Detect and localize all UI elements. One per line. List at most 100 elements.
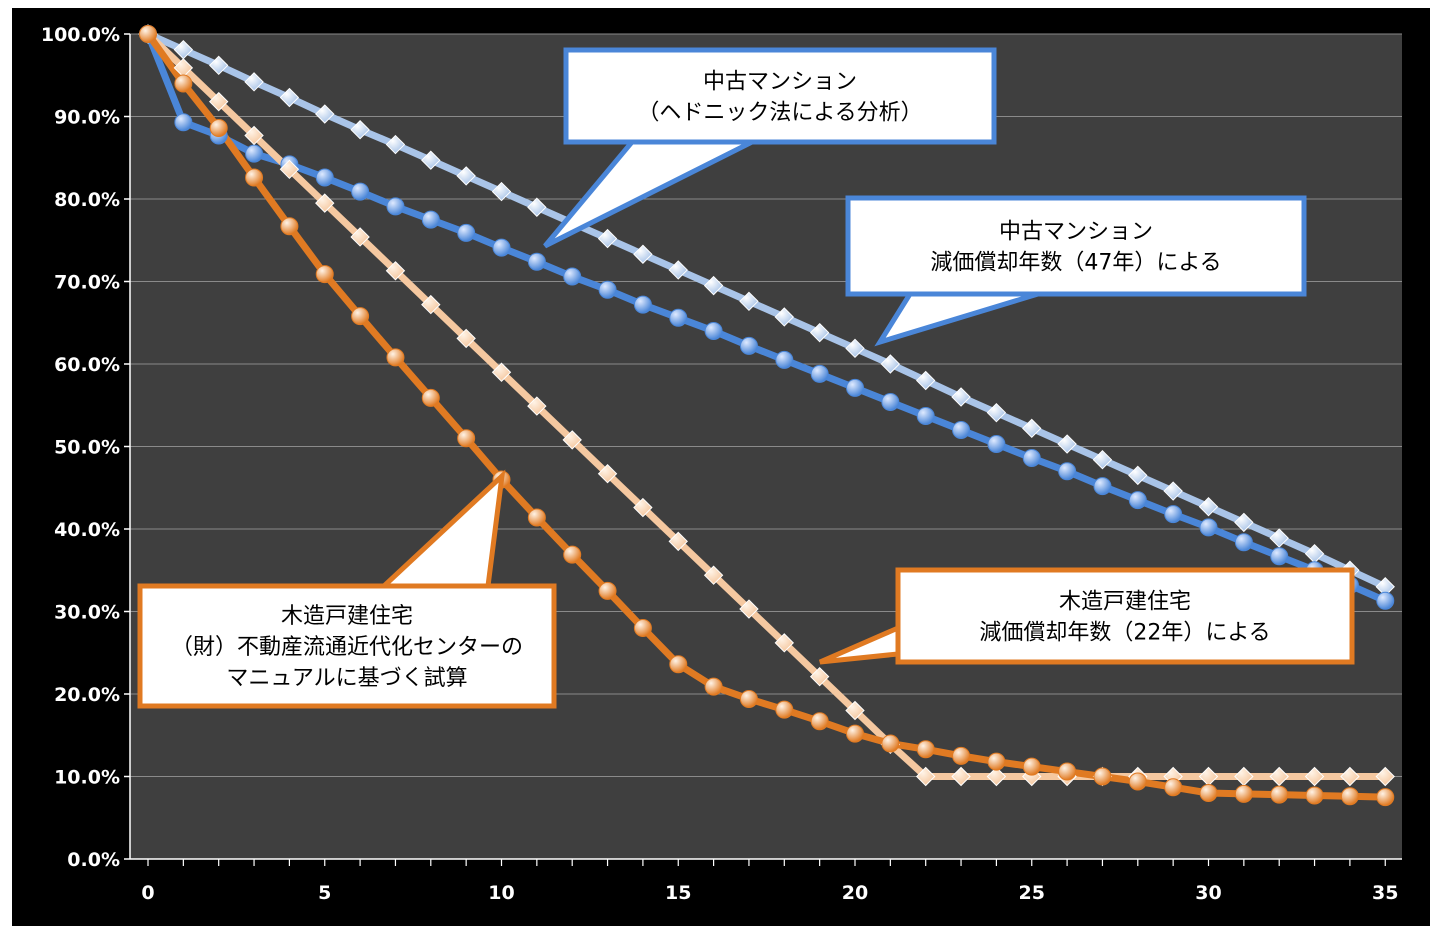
data-point-wooden_22: [845, 700, 865, 721]
data-point-mansion_47: [703, 275, 724, 296]
data-point-mansion_47: [597, 228, 618, 249]
data-point-mansion_47: [668, 260, 688, 280]
data-point-mansion_hedonic: [987, 435, 1006, 454]
data-point-wooden_manual: [139, 25, 157, 43]
data-point-wooden_22: [421, 294, 441, 315]
callout-line: 木造戸建住宅: [281, 604, 413, 629]
x-tick-label: 10: [488, 882, 514, 904]
data-point-mansion_47: [1269, 528, 1289, 548]
y-tick-label: 10.0%: [54, 767, 120, 789]
callout-line: 減価償却年数（47年）による: [930, 251, 1221, 276]
y-tick-label: 70.0%: [54, 272, 120, 294]
data-point-mansion_hedonic: [1022, 449, 1041, 468]
data-point-mansion_47: [845, 338, 865, 359]
data-point-mansion_hedonic: [492, 238, 511, 257]
data-point-wooden_22: [279, 159, 300, 180]
data-point-wooden_22: [562, 430, 582, 450]
callout-mansion_hedonic: 中古マンション （ヘドニック法による分析）: [543, 47, 997, 249]
data-point-wooden_manual: [916, 740, 935, 759]
data-point-wooden_22: [633, 497, 653, 518]
data-point-mansion_hedonic: [775, 350, 794, 369]
data-point-mansion_47: [385, 134, 406, 155]
data-point-wooden_manual: [1340, 787, 1359, 806]
y-tick-label: 100.0%: [41, 24, 120, 46]
data-point-wooden_manual: [1376, 788, 1395, 807]
data-point-mansion_hedonic: [810, 364, 829, 383]
chart-frame: 0.0% 10.0% 20.0% 30.0% 40.0% 50.0% 60.0% 70.0% 8…: [12, 8, 1430, 926]
callout-line: （ヘドニック法による分析）: [637, 101, 922, 126]
callout-line: 木造戸建住宅: [1059, 590, 1191, 615]
data-point-mansion_47: [633, 244, 653, 264]
data-point-wooden_22: [385, 261, 406, 281]
data-point-mansion_47: [1198, 497, 1219, 517]
data-point-mansion_47: [279, 87, 300, 108]
data-point-wooden_manual: [174, 74, 193, 93]
data-point-mansion_47: [880, 354, 901, 374]
data-point-mansion_hedonic: [1234, 533, 1253, 552]
callout-line: 中古マンション: [999, 220, 1153, 245]
data-point-wooden_manual: [598, 581, 617, 600]
data-point-mansion_hedonic: [739, 336, 758, 355]
data-point-mansion_47: [739, 291, 759, 312]
data-point-wooden_manual: [351, 307, 370, 326]
data-point-wooden_22: [597, 464, 618, 484]
data-point-mansion_hedonic: [174, 113, 193, 132]
data-point-wooden_22: [208, 91, 229, 112]
data-point-wooden_manual: [810, 712, 829, 731]
data-point-wooden_manual: [952, 746, 971, 765]
data-point-mansion_hedonic: [1128, 491, 1147, 510]
callout-line: マニュアルに基づく試算: [226, 666, 467, 691]
data-point-wooden_manual: [846, 724, 864, 743]
x-tick-label: 35: [1372, 882, 1398, 904]
y-tick-label: 40.0%: [54, 519, 120, 541]
data-point-wooden_manual: [457, 429, 476, 448]
x-tick-label: 5: [318, 882, 331, 904]
data-point-wooden_manual: [739, 689, 758, 708]
data-point-wooden_manual: [1199, 784, 1218, 802]
x-tick-label: 25: [1019, 882, 1045, 904]
data-point-wooden_22: [986, 766, 1007, 787]
data-point-mansion_hedonic: [633, 295, 652, 314]
data-point-wooden_22: [244, 125, 264, 146]
data-point-mansion_hedonic: [916, 406, 935, 425]
data-point-mansion_hedonic: [704, 322, 723, 340]
data-point-mansion_hedonic: [1058, 462, 1077, 481]
data-point-wooden_manual: [1305, 786, 1324, 805]
data-point-mansion_hedonic: [881, 392, 900, 411]
data-point-wooden_22: [668, 531, 688, 552]
data-point-mansion_47: [350, 119, 370, 140]
x-tick-label: 20: [842, 882, 868, 904]
data-point-wooden_manual: [704, 677, 723, 696]
data-point-wooden_22: [315, 193, 335, 213]
data-point-mansion_47: [244, 72, 264, 92]
data-point-mansion_47: [315, 104, 335, 124]
y-tick-label: 90.0%: [54, 107, 120, 129]
data-point-mansion_hedonic: [527, 252, 546, 271]
data-point-wooden_22: [350, 227, 370, 247]
data-point-mansion_hedonic: [1199, 518, 1218, 537]
data-point-wooden_manual: [209, 119, 228, 138]
data-point-wooden_manual: [563, 545, 582, 564]
data-point-wooden_22: [739, 599, 759, 619]
data-point-wooden_manual: [527, 508, 546, 527]
data-point-wooden_manual: [386, 348, 405, 367]
y-tick-label: 20.0%: [54, 684, 120, 706]
data-point-mansion_hedonic: [1093, 477, 1112, 496]
data-point-wooden_manual: [1128, 772, 1147, 791]
data-point-mansion_47: [1092, 449, 1113, 470]
data-point-wooden_manual: [1022, 757, 1041, 776]
data-point-wooden_manual: [775, 700, 794, 719]
data-point-mansion_hedonic: [598, 280, 617, 299]
line-chart: 0.0% 10.0% 20.0% 30.0% 40.0% 50.0% 60.0% 70.0% 8…: [41, 24, 1402, 904]
data-point-mansion_hedonic: [846, 378, 864, 397]
data-point-mansion_47: [1057, 434, 1077, 454]
x-tick-label: 15: [665, 882, 691, 904]
data-point-wooden_22: [774, 633, 795, 653]
callout-line: 減価償却年数（22年）による: [979, 621, 1270, 646]
data-point-mansion_47: [208, 55, 229, 76]
y-tick-label: 80.0%: [54, 189, 120, 211]
data-point-wooden_manual: [245, 168, 264, 187]
callout-box: [137, 583, 557, 709]
